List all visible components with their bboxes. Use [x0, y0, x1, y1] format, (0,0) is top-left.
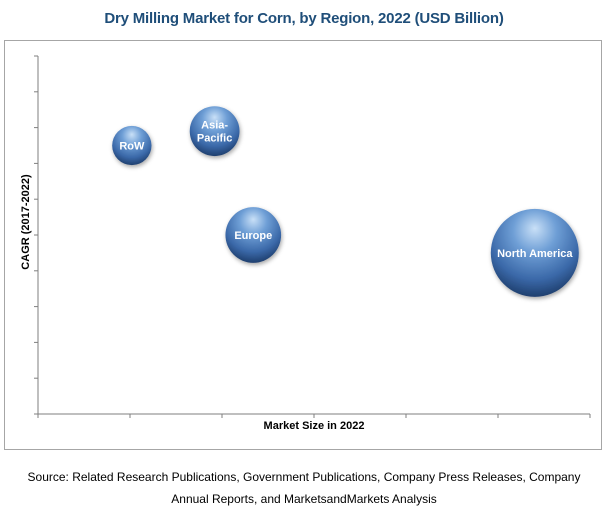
- axes: [34, 55, 591, 418]
- bubble-label-north-america: North America: [497, 248, 573, 260]
- chart-frame: [4, 40, 602, 450]
- source-line-1: Source: Related Research Publications, G…: [27, 470, 581, 484]
- source-note: Source: Related Research Publications, G…: [0, 466, 608, 510]
- bubble-label-europe: Europe: [234, 230, 272, 242]
- x-axis-label: Market Size in 2022: [263, 420, 365, 432]
- bubble-row: [112, 125, 152, 166]
- bubble-europe: [225, 207, 282, 263]
- bubble-label-asia-pacific: Asia-Pacific: [197, 120, 232, 145]
- bubble-label-row: RoW: [119, 140, 145, 152]
- bubble-north-america: [490, 208, 579, 297]
- chart-title: Dry Milling Market for Corn, by Region, …: [104, 10, 504, 27]
- source-line-2: Annual Reports, and MarketsandMarkets An…: [171, 492, 437, 506]
- bubble-asia-pacific: [189, 106, 240, 157]
- bubbles: RoW Asia-Pacific Europe North America: [112, 106, 579, 297]
- y-axis-label: CAGR (2017-2022): [20, 174, 32, 270]
